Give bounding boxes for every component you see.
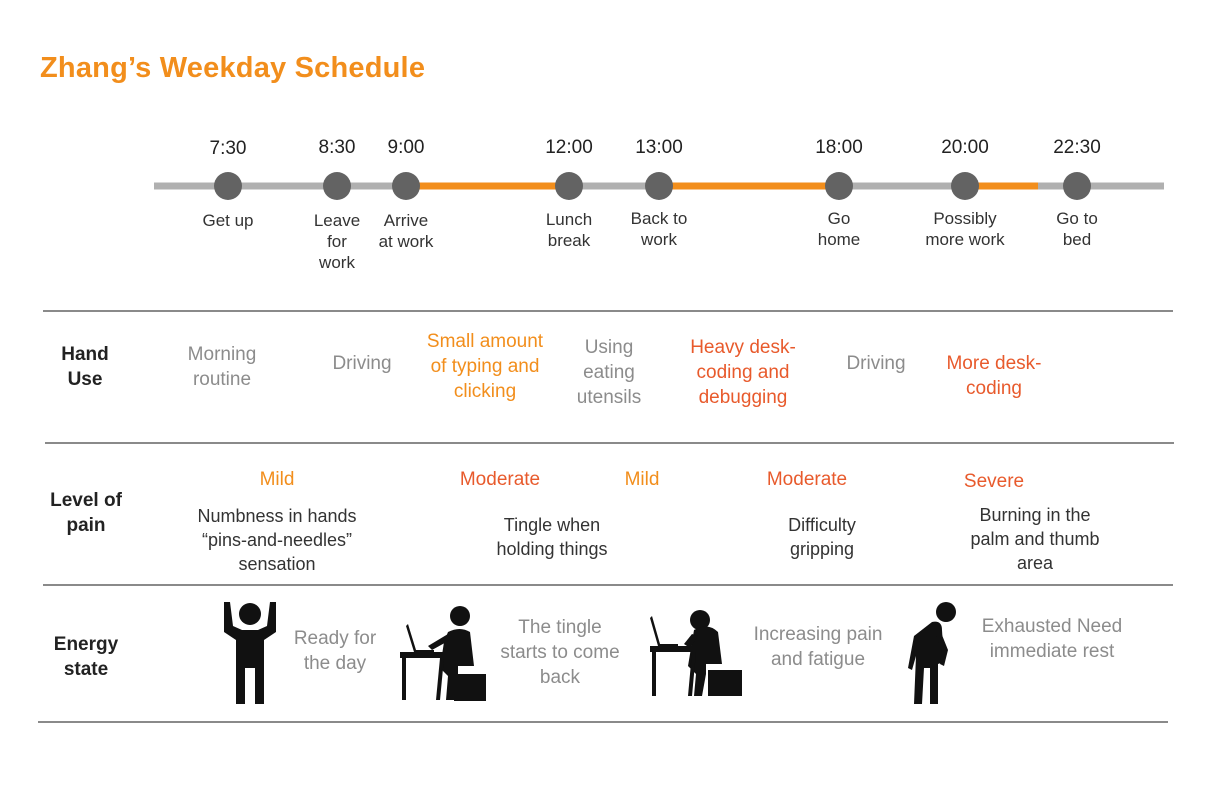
time-label: 9:00: [387, 137, 425, 158]
timeline-node: [1063, 172, 1091, 200]
pain-description: Burning in the palm and thumb area: [970, 505, 1100, 573]
event-label: Possibly more work: [925, 209, 1005, 249]
event-label: Go to bed: [1056, 209, 1098, 249]
row-header-energy-state: Energy state: [53, 634, 119, 680]
event-label: Arrive at work: [378, 211, 434, 251]
person-head-in-hand-at-desk-icon: [650, 610, 742, 696]
hand-use-item: Small amount of typing and clicking: [426, 331, 544, 402]
person-slumped-exhausted-icon: [908, 602, 956, 704]
time-label: 7:30: [209, 138, 247, 159]
energy-state-text: Ready for the day: [293, 628, 377, 674]
time-label: 20:00: [941, 137, 989, 158]
hand-use-item: Driving: [846, 353, 906, 374]
pain-description: Numbness in hands “pins-and-needles” sen…: [197, 506, 357, 574]
timeline-node: [555, 172, 583, 200]
event-label: Leave for work: [313, 211, 361, 272]
event-label: Go home: [817, 209, 861, 249]
time-label: 8:30: [318, 137, 356, 158]
row-divider: [45, 442, 1174, 444]
person-typing-at-desk-icon: [400, 606, 486, 701]
timeline-node: [323, 172, 351, 200]
pain-level: Moderate: [766, 469, 848, 490]
pain-level: Moderate: [459, 469, 541, 490]
timeline-node: [951, 172, 979, 200]
pain-description: Tingle when holding things: [496, 515, 608, 559]
event-label: Lunch break: [545, 210, 593, 250]
energy-state-text: The tingle starts to come back: [500, 617, 620, 688]
event-label: Get up: [202, 211, 254, 230]
timeline-node: [825, 172, 853, 200]
energy-state-text: Exhausted Need immediate rest: [981, 616, 1123, 662]
hand-use-item: More desk-coding: [946, 353, 1042, 399]
row-header-hand-use: Hand Use: [61, 344, 109, 390]
page-title: Zhang’s Weekday Schedule: [40, 52, 426, 84]
time-label: 18:00: [815, 137, 863, 158]
row-divider: [43, 584, 1173, 586]
pain-description: Difficulty gripping: [788, 515, 856, 559]
hand-use-item: Heavy desk-coding and debugging: [690, 337, 796, 408]
hand-use-item: Morning routine: [187, 344, 257, 390]
person-arms-raised-icon: [224, 602, 276, 704]
timeline-node: [392, 172, 420, 200]
row-divider: [43, 310, 1173, 312]
pain-level: Mild: [259, 469, 295, 490]
hand-use-item: Driving: [332, 353, 392, 374]
timeline-node: [645, 172, 673, 200]
row-divider: [38, 721, 1168, 723]
energy-state-text: Increasing pain and fatigue: [753, 624, 883, 670]
time-label: 22:30: [1053, 137, 1101, 158]
pain-level: Mild: [624, 469, 660, 490]
timeline: [154, 172, 1164, 200]
hand-use-item: Using eating utensils: [576, 337, 642, 408]
time-label: 12:00: [545, 137, 593, 158]
time-label: 13:00: [635, 137, 683, 158]
pain-level: Severe: [963, 471, 1025, 492]
row-header-level-of-pain: Level of pain: [50, 490, 122, 536]
timeline-node: [214, 172, 242, 200]
event-label: Back to work: [630, 209, 688, 249]
